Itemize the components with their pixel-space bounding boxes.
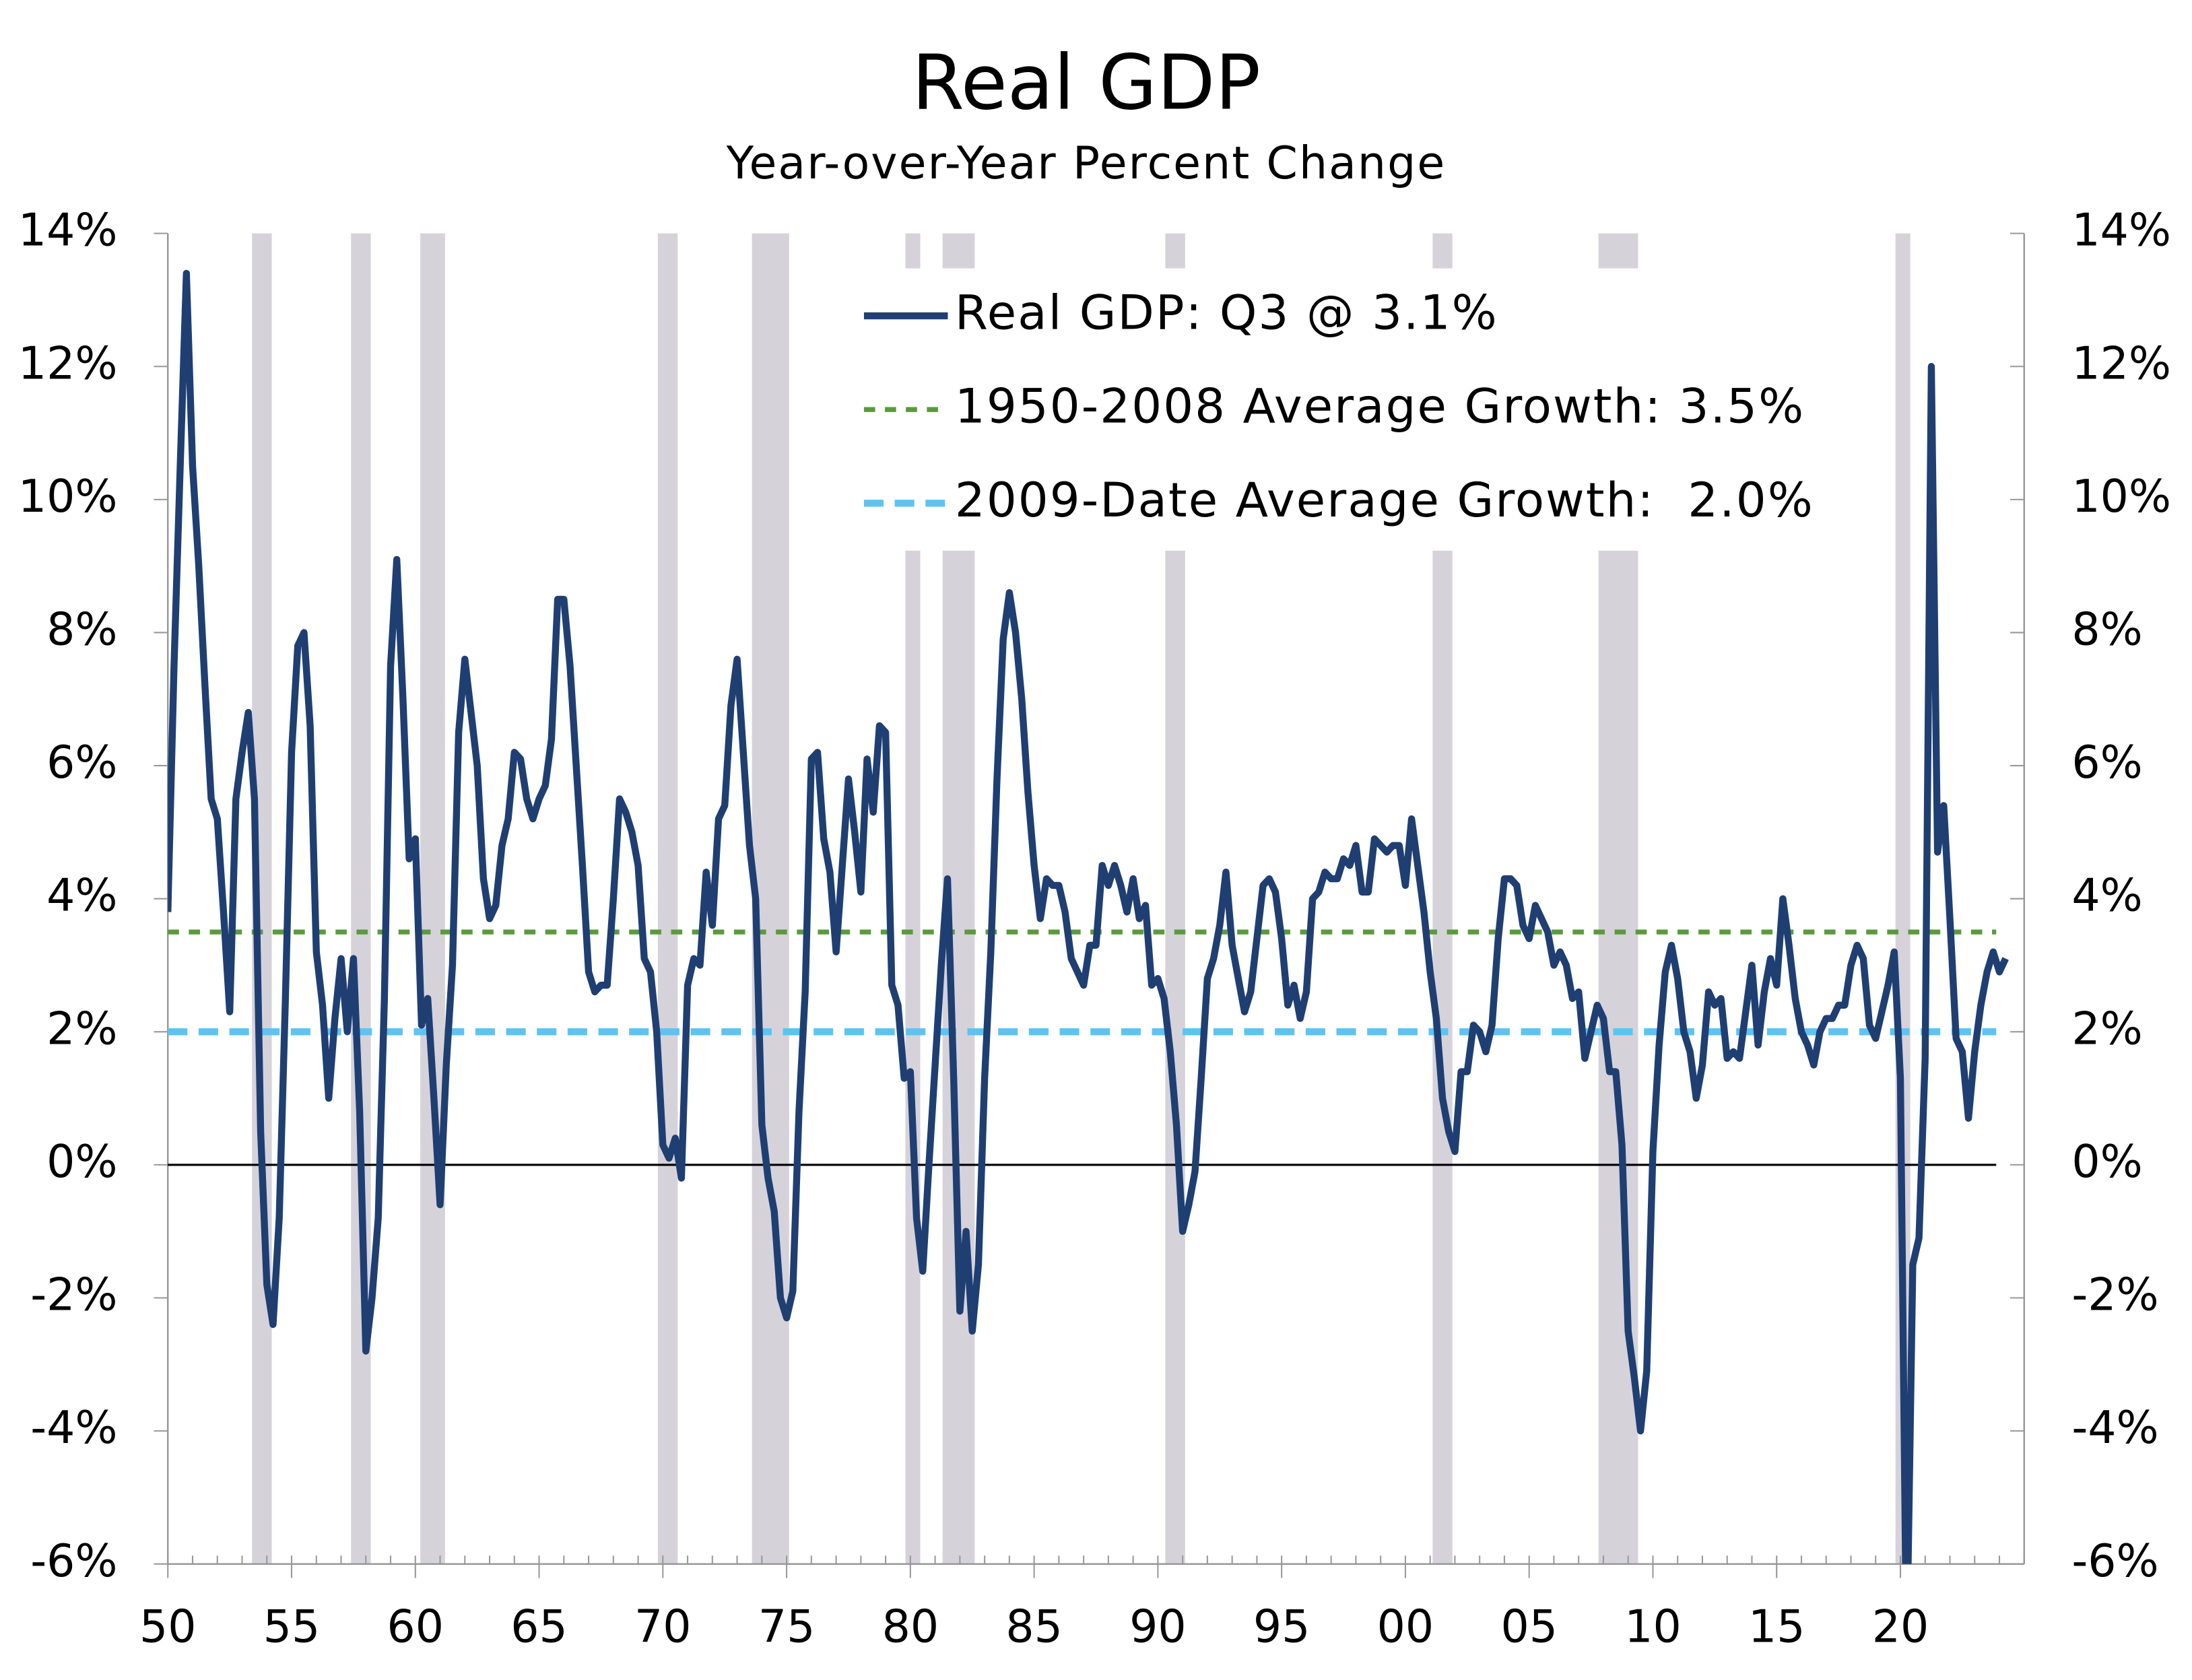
y2-tick-label: -4%: [2071, 1401, 2158, 1454]
x-tick-label: 70: [634, 1600, 692, 1652]
x-tick-label: 65: [510, 1600, 568, 1652]
series-line: [168, 269, 2009, 1564]
legend-label: 2009-Date Average Growth: 2.0%: [955, 472, 1814, 528]
x-tick-label: 50: [139, 1600, 196, 1652]
y-tick-label: 4%: [46, 869, 117, 922]
x-tick-label: 60: [387, 1600, 444, 1652]
y-tick-label: 2%: [46, 1002, 117, 1054]
x-tick-label: 20: [1872, 1600, 1929, 1652]
x-tick-label: 00: [1377, 1600, 1434, 1652]
y2-tick-label: 0%: [2071, 1135, 2142, 1188]
y-tick-label: 6%: [46, 736, 117, 788]
recession-bar: [657, 233, 678, 1564]
x-tick-label: 15: [1748, 1600, 1805, 1652]
recession-bar: [420, 233, 445, 1564]
y-tick-label: 14%: [18, 204, 118, 257]
x-tick-label: 80: [882, 1600, 939, 1652]
y2-tick-label: 12%: [2071, 337, 2171, 389]
y2-tick-label: 8%: [2071, 603, 2142, 656]
x-tick-label: 55: [263, 1600, 320, 1652]
y2-tick-label: 4%: [2071, 869, 2142, 922]
legend-label: 1950-2008 Average Growth: 3.5%: [955, 378, 1805, 434]
y2-tick-label: -6%: [2071, 1535, 2158, 1587]
series-group: [168, 269, 2009, 1564]
y2-tick-label: 10%: [2071, 470, 2171, 523]
y-tick-label: 12%: [18, 337, 118, 389]
chart-title: Real GDP: [912, 40, 1261, 127]
y-tick-label: -2%: [30, 1269, 117, 1321]
y2-tick-label: 14%: [2071, 204, 2171, 257]
legend-box: [838, 268, 1846, 551]
x-tick-label: 95: [1253, 1600, 1310, 1652]
y-tick-label: -6%: [30, 1535, 117, 1587]
x-tick-label: 90: [1129, 1600, 1187, 1652]
y-tick-label: -4%: [30, 1401, 117, 1454]
legend-label: Real GDP: Q3 @ 3.1%: [955, 285, 1498, 341]
y-tick-label: 10%: [18, 470, 118, 523]
y2-tick-label: -2%: [2071, 1269, 2158, 1321]
y2-tick-label: 6%: [2071, 736, 2142, 788]
x-tick-label: 05: [1500, 1600, 1557, 1652]
x-tick-label: 85: [1005, 1600, 1063, 1652]
x-tick-label: 75: [758, 1600, 815, 1652]
recession-bar: [351, 233, 371, 1564]
y-tick-label: 0%: [46, 1135, 117, 1188]
x-tick-label: 10: [1624, 1600, 1681, 1652]
y2-tick-label: 2%: [2071, 1002, 2142, 1054]
chart-subtitle: Year-over-Year Percent Change: [726, 137, 1447, 189]
y-tick-label: 8%: [46, 603, 117, 656]
